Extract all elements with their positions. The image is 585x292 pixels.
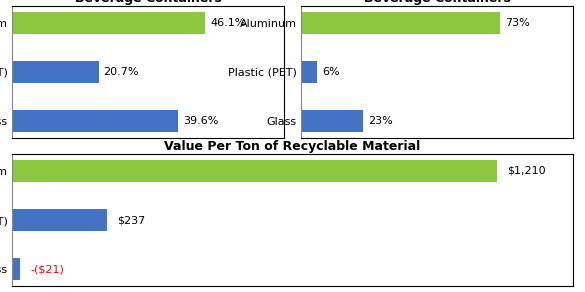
Title: Average Recycled Content of
Beverage Containers: Average Recycled Content of Beverage Con… <box>335 0 538 5</box>
Text: 20.7%: 20.7% <box>104 67 139 77</box>
Title: Consumer Recycling Rates of
Beverage Containers: Consumer Recycling Rates of Beverage Con… <box>46 0 250 5</box>
Text: $1,210: $1,210 <box>507 166 546 176</box>
Bar <box>301 61 317 83</box>
Text: 39.6%: 39.6% <box>183 116 218 126</box>
Bar <box>12 61 98 83</box>
Text: 23%: 23% <box>369 116 393 126</box>
Bar <box>12 258 20 280</box>
Bar <box>12 160 497 182</box>
Bar <box>301 12 500 34</box>
Bar <box>301 110 363 132</box>
Bar <box>12 12 205 34</box>
Text: 73%: 73% <box>505 18 529 28</box>
Text: -($21): -($21) <box>30 264 64 274</box>
Text: 6%: 6% <box>322 67 339 77</box>
Title: Value Per Ton of Recyclable Material: Value Per Ton of Recyclable Material <box>164 140 421 153</box>
Bar <box>12 110 178 132</box>
Text: 46.1%: 46.1% <box>210 18 245 28</box>
Bar <box>12 209 107 231</box>
Text: $237: $237 <box>117 215 145 225</box>
